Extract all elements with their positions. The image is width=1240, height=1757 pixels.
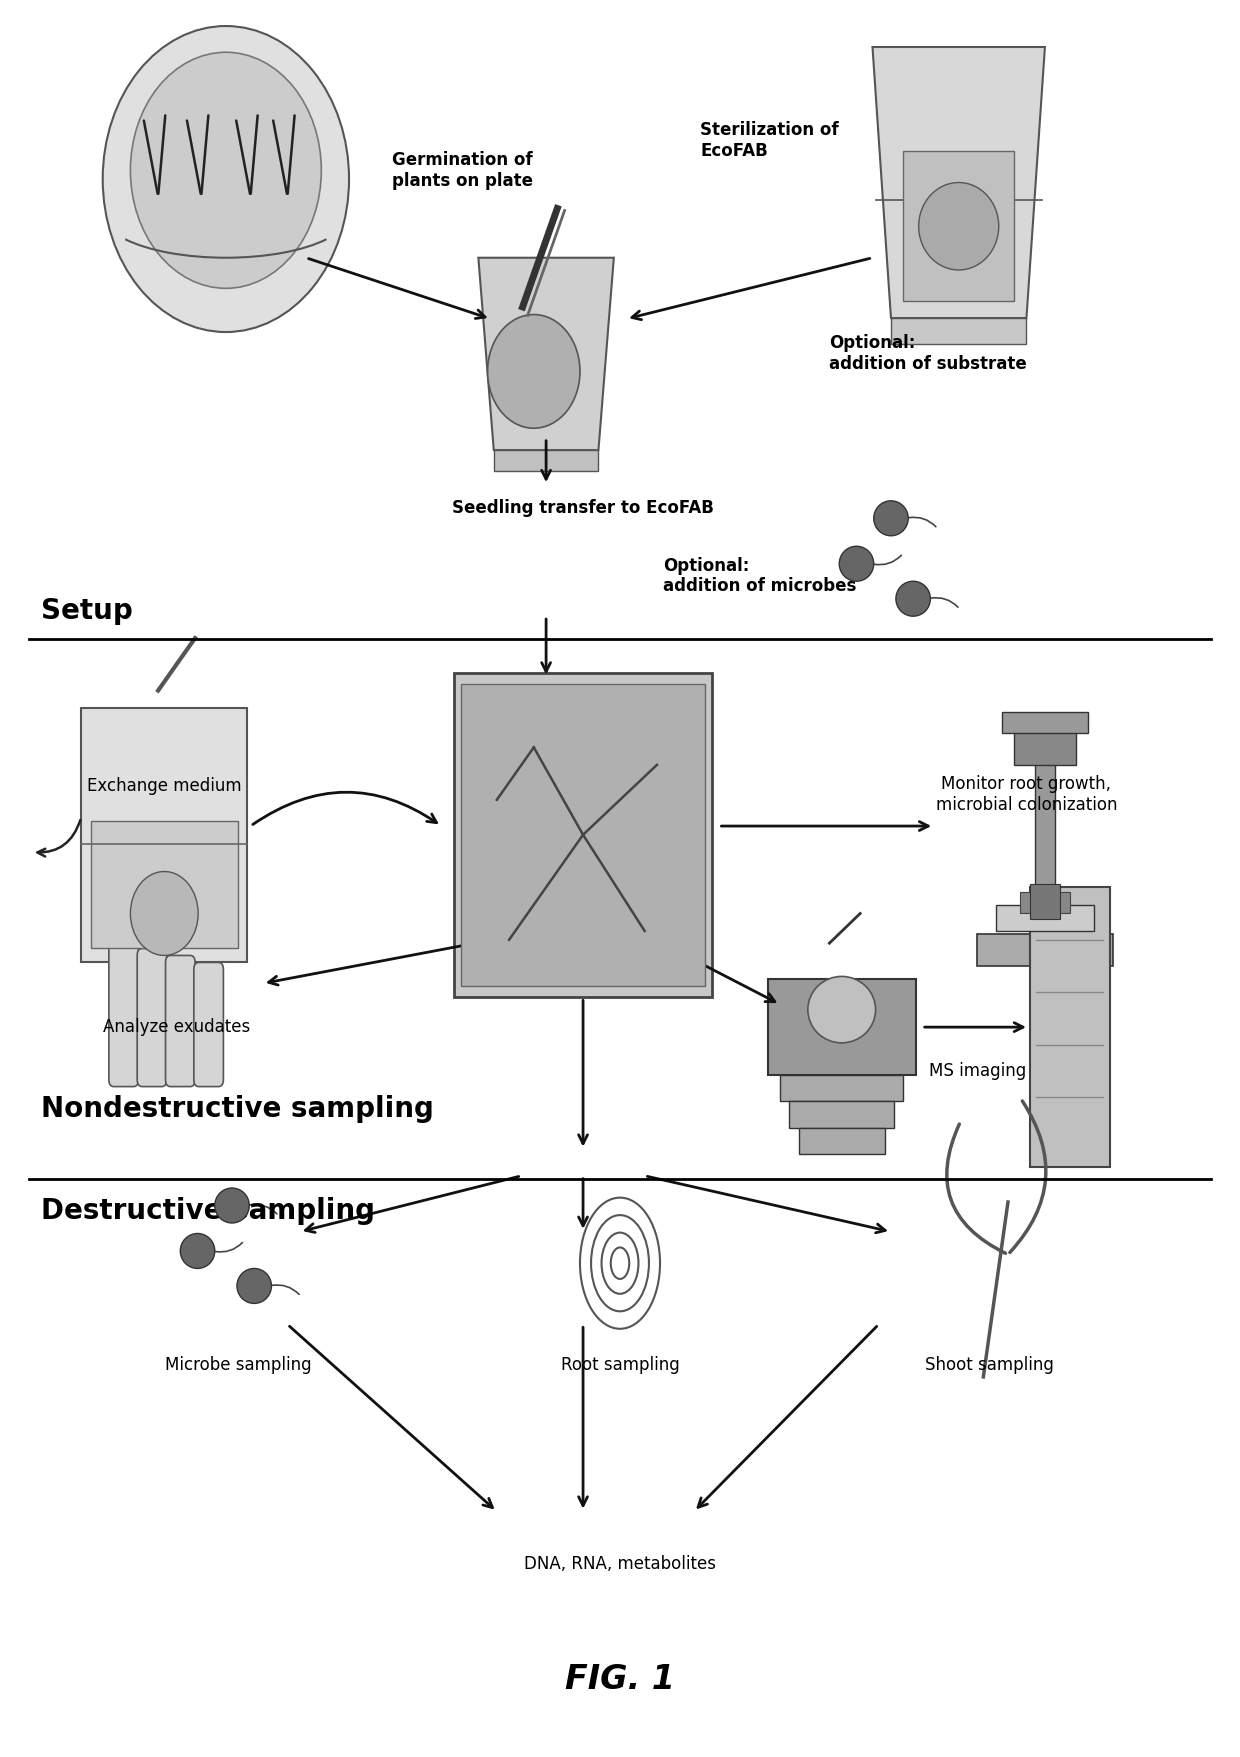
Ellipse shape	[807, 977, 875, 1044]
Text: Optional:
addition of microbes: Optional: addition of microbes	[663, 557, 857, 596]
Text: Nondestructive sampling: Nondestructive sampling	[41, 1095, 434, 1123]
Polygon shape	[873, 47, 1045, 318]
FancyBboxPatch shape	[977, 935, 1112, 966]
FancyBboxPatch shape	[768, 979, 915, 1075]
Text: Germination of
plants on plate: Germination of plants on plate	[392, 151, 533, 190]
Text: Monitor root growth,
microbial colonization: Monitor root growth, microbial colonizat…	[936, 775, 1117, 813]
FancyBboxPatch shape	[494, 450, 599, 471]
Text: Seedling transfer to EcoFAB: Seedling transfer to EcoFAB	[453, 499, 714, 517]
Ellipse shape	[180, 1233, 215, 1269]
Ellipse shape	[215, 1188, 249, 1223]
FancyBboxPatch shape	[1002, 712, 1087, 733]
Polygon shape	[479, 258, 614, 450]
Ellipse shape	[130, 53, 321, 288]
Text: Exchange medium: Exchange medium	[87, 777, 242, 794]
Ellipse shape	[895, 582, 930, 617]
FancyBboxPatch shape	[892, 318, 1027, 344]
FancyBboxPatch shape	[138, 949, 166, 1086]
Text: Microbe sampling: Microbe sampling	[165, 1356, 311, 1374]
FancyBboxPatch shape	[454, 673, 712, 996]
FancyBboxPatch shape	[996, 905, 1094, 931]
Text: Setup: Setup	[41, 597, 133, 625]
FancyBboxPatch shape	[1035, 756, 1055, 931]
Text: MS imaging: MS imaging	[929, 1061, 1025, 1081]
Ellipse shape	[237, 1269, 272, 1304]
Text: Destructive sampling: Destructive sampling	[41, 1197, 376, 1225]
Ellipse shape	[130, 871, 198, 956]
FancyBboxPatch shape	[1014, 726, 1076, 764]
FancyBboxPatch shape	[81, 708, 248, 961]
Ellipse shape	[839, 546, 874, 582]
Text: Root sampling: Root sampling	[560, 1356, 680, 1374]
FancyBboxPatch shape	[903, 151, 1014, 300]
FancyBboxPatch shape	[799, 1128, 885, 1154]
FancyBboxPatch shape	[1021, 893, 1070, 914]
Text: Analyze exudates: Analyze exudates	[103, 1017, 250, 1037]
FancyBboxPatch shape	[165, 956, 195, 1086]
Text: FIG. 1: FIG. 1	[565, 1662, 675, 1696]
Ellipse shape	[103, 26, 348, 332]
Text: DNA, RNA, metabolites: DNA, RNA, metabolites	[525, 1555, 715, 1573]
Ellipse shape	[919, 183, 998, 271]
FancyBboxPatch shape	[1029, 887, 1110, 1167]
Text: Sterilization of
EcoFAB: Sterilization of EcoFAB	[701, 121, 838, 160]
FancyBboxPatch shape	[109, 942, 139, 1086]
FancyBboxPatch shape	[461, 683, 706, 986]
FancyBboxPatch shape	[780, 1075, 903, 1102]
Ellipse shape	[487, 315, 580, 429]
FancyBboxPatch shape	[1030, 884, 1060, 919]
FancyBboxPatch shape	[790, 1102, 894, 1128]
Ellipse shape	[874, 501, 908, 536]
Text: Shoot sampling: Shoot sampling	[925, 1356, 1054, 1374]
Text: Optional:
addition of substrate: Optional: addition of substrate	[830, 334, 1027, 372]
FancyBboxPatch shape	[91, 821, 238, 947]
FancyBboxPatch shape	[193, 963, 223, 1086]
